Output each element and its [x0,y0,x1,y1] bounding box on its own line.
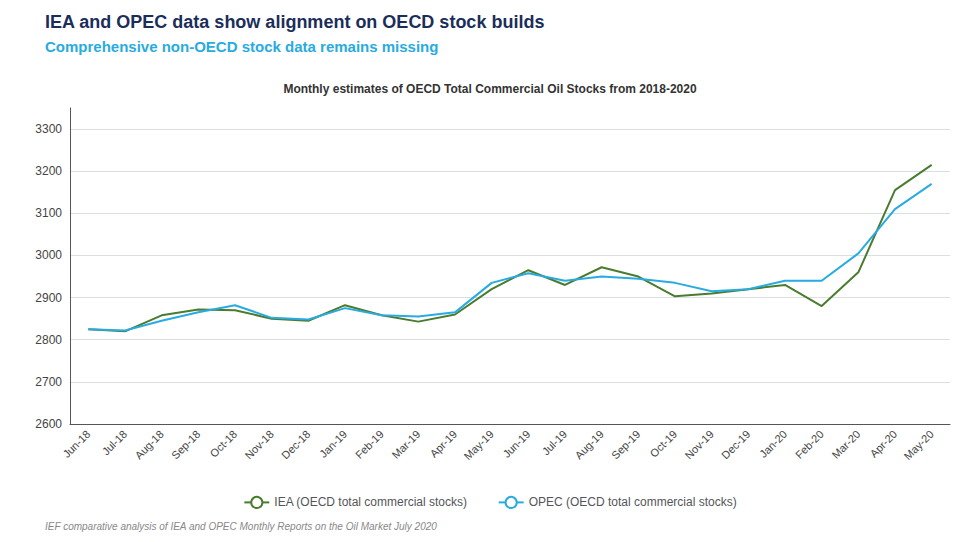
svg-text:Apr-20: Apr-20 [867,428,899,460]
svg-text:Jul-18: Jul-18 [100,428,130,458]
svg-text:2700: 2700 [35,375,62,389]
svg-text:Feb-20: Feb-20 [793,428,826,461]
svg-text:Oct-18: Oct-18 [207,428,239,460]
svg-text:Apr-19: Apr-19 [427,428,459,460]
svg-text:OPEC (OECD total commercial st: OPEC (OECD total commercial stocks) [529,495,737,509]
svg-text:Comprehensive non-OECD stock d: Comprehensive non-OECD stock data remain… [45,38,438,55]
svg-text:Jan-20: Jan-20 [757,428,789,460]
svg-text:Jun-18: Jun-18 [60,428,92,460]
svg-text:Feb-19: Feb-19 [353,428,386,461]
svg-text:Aug-19: Aug-19 [572,428,606,462]
svg-text:Sep-19: Sep-19 [609,428,643,462]
svg-text:Dec-19: Dec-19 [719,428,753,462]
svg-text:Sep-18: Sep-18 [169,428,203,462]
svg-text:IEF comparative analysis of IE: IEF comparative analysis of IEA and OPEC… [45,521,437,532]
svg-text:Mar-20: Mar-20 [829,428,862,461]
svg-text:Monthly estimates of OECD Tota: Monthly estimates of OECD Total Commerci… [283,82,697,96]
svg-text:3300: 3300 [35,122,62,136]
svg-text:Jan-19: Jan-19 [317,428,349,460]
svg-text:Jul-19: Jul-19 [540,428,570,458]
svg-text:3200: 3200 [35,164,62,178]
svg-text:2800: 2800 [35,333,62,347]
svg-text:3100: 3100 [35,206,62,220]
svg-text:IEA and OPEC data show alignme: IEA and OPEC data show alignment on OECD… [45,12,544,32]
svg-text:3000: 3000 [35,248,62,262]
svg-text:Oct-19: Oct-19 [647,428,679,460]
svg-text:Dec-18: Dec-18 [279,428,313,462]
svg-text:Jun-19: Jun-19 [500,428,532,460]
svg-text:Aug-18: Aug-18 [132,428,166,462]
svg-text:May-20: May-20 [902,428,936,462]
svg-text:Nov-18: Nov-18 [242,428,276,462]
svg-text:May-19: May-19 [462,428,496,462]
svg-text:Nov-19: Nov-19 [682,428,716,462]
svg-text:2900: 2900 [35,291,62,305]
svg-text:2600: 2600 [35,417,62,431]
svg-text:IEA (OECD total commercial sto: IEA (OECD total commercial stocks) [274,495,467,509]
svg-text:Mar-19: Mar-19 [389,428,422,461]
